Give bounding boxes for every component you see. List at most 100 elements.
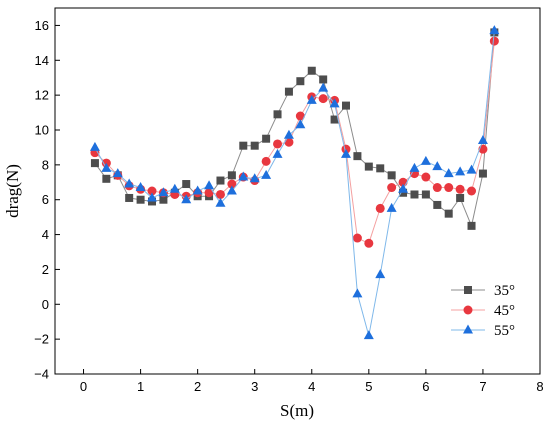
y-tick-label: 14	[35, 53, 49, 68]
series-line	[94, 30, 495, 336]
y-tick-label: 8	[42, 157, 49, 172]
data-point	[215, 197, 226, 207]
data-point	[262, 134, 271, 143]
data-point	[421, 172, 431, 182]
data-point	[455, 166, 466, 176]
y-tick-label: 2	[42, 262, 49, 277]
data-point	[478, 169, 487, 178]
series-layer	[89, 25, 500, 340]
data-point	[477, 134, 488, 144]
legend-marker	[464, 286, 472, 294]
data-point	[352, 288, 363, 298]
data-point	[125, 193, 134, 202]
data-point	[295, 119, 306, 129]
data-point	[376, 164, 385, 173]
data-point	[467, 221, 476, 230]
data-point	[192, 185, 203, 195]
data-point	[261, 156, 271, 166]
data-point	[342, 101, 350, 110]
data-point	[375, 269, 386, 279]
series-2	[90, 36, 499, 248]
data-point	[296, 77, 305, 86]
data-point	[466, 164, 477, 174]
data-point	[147, 186, 157, 196]
data-point	[273, 139, 283, 149]
plot-frame	[54, 7, 541, 375]
data-point	[272, 148, 283, 158]
data-point	[250, 141, 259, 150]
data-point	[89, 141, 100, 151]
y-tick-label: −4	[34, 367, 49, 382]
data-point	[216, 176, 225, 185]
data-point	[181, 194, 192, 204]
data-point	[306, 94, 317, 104]
data-point	[329, 98, 340, 108]
data-point	[467, 186, 477, 196]
data-point	[432, 183, 442, 193]
data-point	[387, 171, 396, 180]
data-point	[352, 233, 362, 243]
data-point	[341, 148, 351, 158]
x-tick-label: 6	[422, 379, 429, 394]
data-point	[284, 137, 294, 147]
data-point	[421, 190, 430, 199]
data-point	[455, 184, 465, 194]
data-point	[489, 36, 499, 46]
data-point	[273, 110, 282, 119]
data-point	[226, 185, 237, 195]
data-point	[307, 66, 316, 75]
x-tick-label: 3	[251, 379, 258, 394]
x-tick-label: 2	[194, 379, 201, 394]
data-point	[295, 111, 305, 121]
y-tick-label: 16	[35, 18, 49, 33]
data-point	[444, 209, 453, 218]
legend-marker	[463, 305, 473, 315]
data-point	[249, 173, 260, 183]
data-point	[112, 168, 123, 178]
data-point	[330, 115, 339, 124]
data-point	[420, 155, 431, 165]
data-point	[318, 82, 329, 92]
data-point	[363, 330, 374, 340]
data-point	[102, 174, 111, 183]
x-axis-title: S(m)	[280, 401, 314, 420]
data-point	[215, 189, 225, 199]
series-line	[94, 41, 495, 244]
data-point	[409, 162, 420, 172]
data-point	[284, 87, 293, 96]
y-axis-title: drag(N)	[3, 164, 22, 218]
data-point	[136, 195, 145, 204]
data-point	[147, 192, 157, 202]
data-point	[364, 162, 373, 171]
data-point	[375, 203, 385, 213]
data-point	[239, 141, 248, 150]
data-point	[238, 171, 249, 181]
data-point	[319, 75, 328, 84]
data-point	[432, 161, 443, 171]
x-tick-label: 7	[479, 379, 486, 394]
data-point	[318, 94, 328, 104]
y-tick-label: 4	[42, 227, 49, 242]
series-3	[89, 25, 500, 340]
data-point	[204, 188, 214, 198]
data-point	[227, 179, 237, 189]
data-point	[159, 195, 168, 204]
data-point	[456, 193, 465, 202]
legend: 35° 45° 55°	[451, 283, 515, 339]
data-point	[387, 183, 397, 193]
x-tick-label: 5	[365, 379, 372, 394]
y-tick-label: −2	[34, 332, 49, 347]
data-point	[433, 200, 442, 209]
data-point	[204, 180, 215, 190]
data-point	[364, 238, 374, 248]
data-point	[489, 25, 500, 35]
data-point	[90, 159, 99, 168]
legend-item: 35°	[451, 283, 515, 299]
y-tick-label: 6	[42, 192, 49, 207]
data-point	[182, 180, 191, 189]
data-point	[124, 178, 135, 188]
legend-label: 55°	[494, 323, 515, 339]
data-point	[158, 187, 169, 197]
